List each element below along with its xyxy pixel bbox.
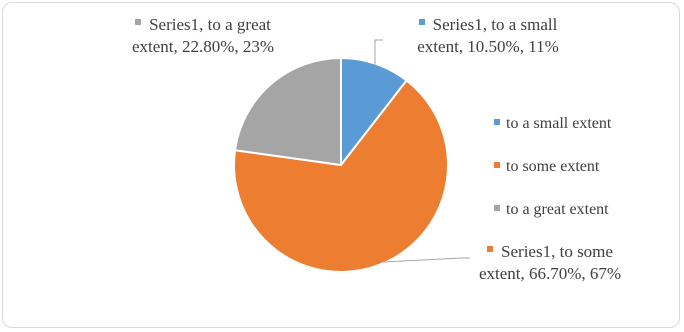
label-marker — [135, 19, 142, 26]
pie-slice — [233, 56, 342, 167]
legend-label: to a great extent — [506, 201, 609, 218]
legend-entry: to some extent — [494, 158, 599, 176]
legend-entry: to a great extent — [494, 201, 609, 219]
legend-marker — [494, 162, 500, 169]
data-label: Series1, to a great extent, 22.80%, 23% — [118, 14, 288, 58]
label-marker — [487, 246, 494, 253]
data-label-text: Series1, to some extent, 66.70%, 67% — [478, 242, 622, 283]
data-label-text: Series1, to a great extent, 22.80%, 23% — [131, 15, 275, 56]
legend-marker — [494, 205, 500, 212]
data-label-text: Series1, to a small extent, 10.50%, 11% — [417, 15, 559, 56]
pie-slice — [340, 56, 408, 168]
legend-label: to some extent — [506, 158, 600, 175]
data-label: Series1, to a small extent, 10.50%, 11% — [408, 14, 568, 58]
legend-entry: to a small extent — [494, 115, 611, 133]
leader-line — [380, 257, 470, 263]
legend-marker — [494, 119, 500, 126]
leader-line — [374, 39, 383, 66]
chart-frame — [2, 2, 680, 328]
pie-slice — [233, 79, 449, 273]
label-marker — [418, 19, 425, 26]
data-label: Series1, to some extent, 66.70%, 67% — [470, 241, 630, 285]
legend-label: to a small extent — [506, 115, 612, 132]
